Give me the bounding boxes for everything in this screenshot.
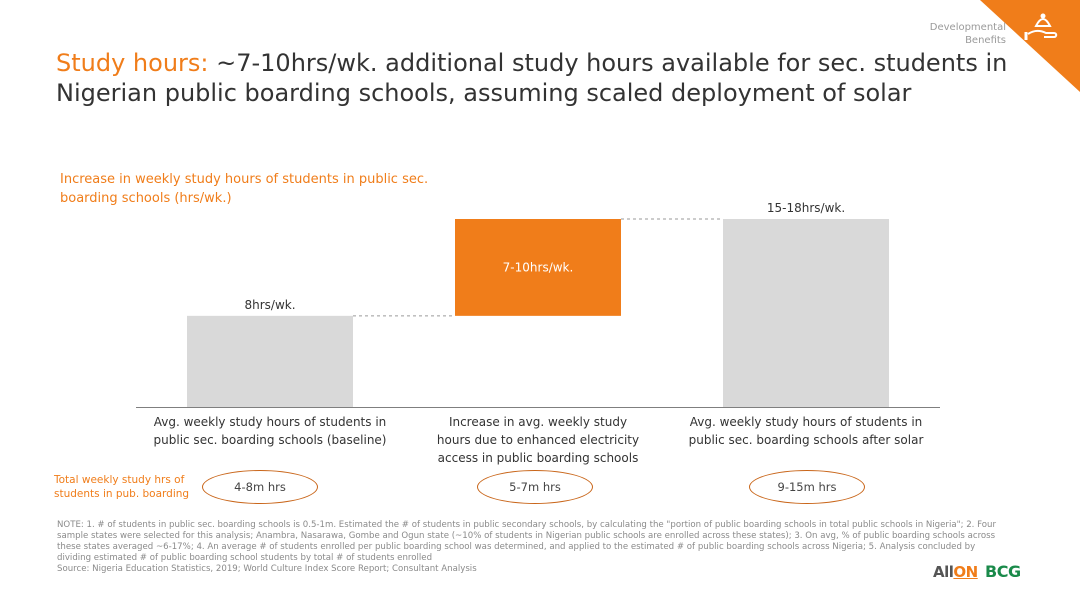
category-label: Increase in avg. weekly study hours due t…: [437, 415, 639, 465]
corner-accent: [980, 0, 1080, 92]
total-pill: 4-8m hrs: [202, 470, 318, 504]
total-pill: 5-7m hrs: [477, 470, 593, 504]
source-text: Source: Nigeria Education Statistics, 20…: [57, 564, 477, 574]
bar: [455, 219, 621, 316]
allon-logo-accent: ON: [953, 563, 978, 581]
section-label: Developmental Benefits: [929, 22, 1006, 46]
bar: [187, 315, 353, 407]
allon-logo: AllON: [933, 563, 978, 581]
title-text: ~7-10hrs/wk. additional study hours avai…: [56, 49, 1008, 107]
hand-coin-icon: [1024, 13, 1058, 40]
chart-subtitle: Increase in weekly study hours of studen…: [60, 172, 429, 206]
page-title: Study hours: ~7-10hrs/wk. additional stu…: [56, 48, 1016, 108]
bar: [723, 219, 889, 407]
total-pill: 9-15m hrs: [749, 470, 865, 504]
totals-label: Total weekly study hrs of students in pu…: [54, 474, 190, 500]
data-label: 15-18hrs/wk.: [767, 201, 845, 215]
note-text: NOTE: 1. # of students in public sec. bo…: [57, 520, 997, 563]
category-label: Avg. weekly study hours of students in pu…: [689, 415, 924, 447]
data-label: 7-10hrs/wk.: [503, 260, 574, 274]
allon-logo-main: All: [933, 563, 954, 581]
title-accent: Study hours:: [56, 49, 209, 77]
footnote: NOTE: 1. # of students in public sec. bo…: [57, 520, 1007, 575]
category-label: Avg. weekly study hours of students in pu…: [154, 415, 387, 447]
data-label: 8hrs/wk.: [244, 298, 295, 312]
bcg-logo: BCG: [985, 562, 1021, 581]
